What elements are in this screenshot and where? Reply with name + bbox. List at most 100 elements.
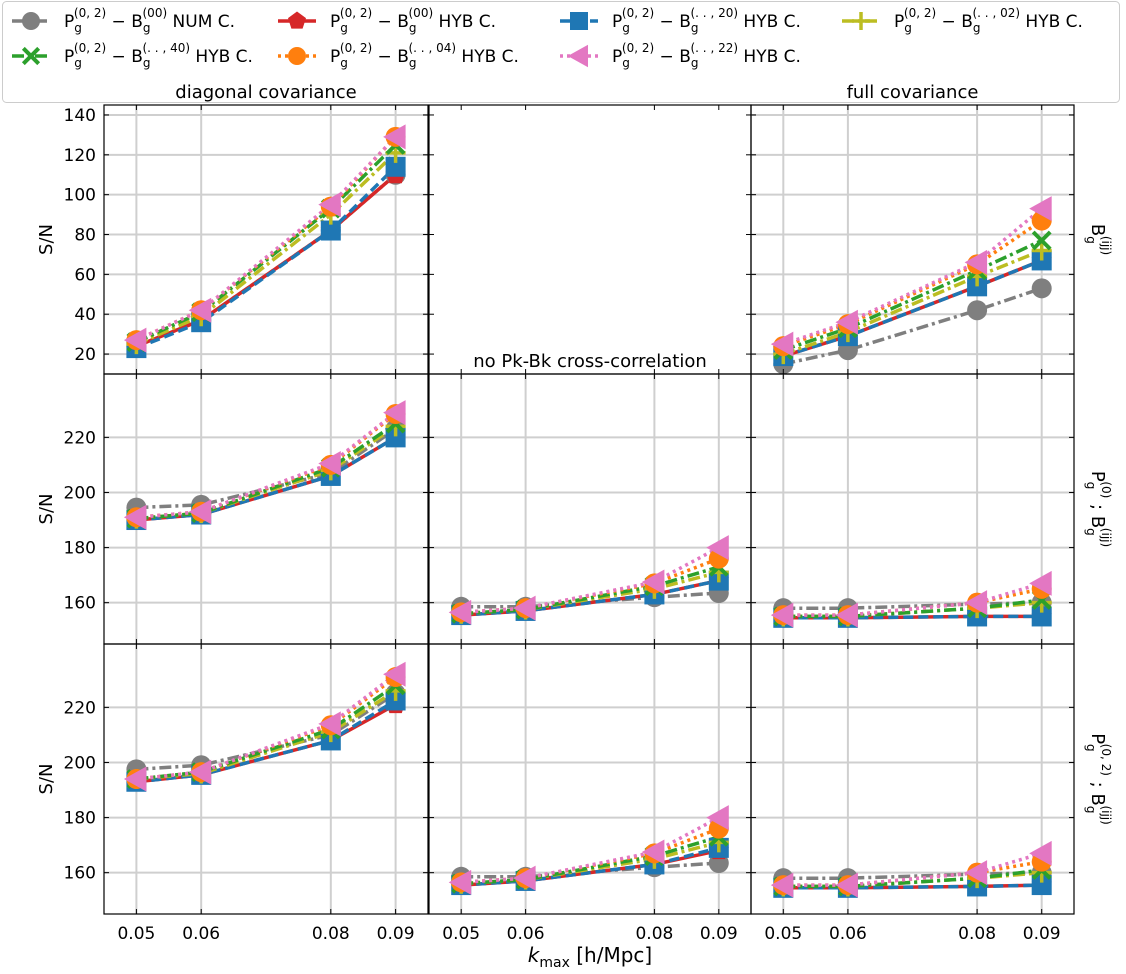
x-tick-label: 0.05 [442,924,480,944]
y-tick-label: 220 [64,428,96,448]
data-point [385,427,406,448]
legend-marker-pentagon-icon [288,11,306,29]
panel-2-1: 0.05 0.06 0.08 0.09 [428,643,752,944]
y-axis-label: S/N [36,764,57,795]
data-point [1029,840,1052,866]
legend-entry: Pg(0, 2) − Bg(00) HYB C. [278,6,496,35]
data-point [383,400,406,426]
data-point [770,872,794,898]
data-point [188,759,212,785]
x-tick-label: 0.06 [507,924,545,944]
panel-0-2: full covariance [750,82,1075,375]
series-line [782,286,1043,366]
series-line [783,581,1043,617]
series-line [461,546,720,615]
series-line [461,816,720,885]
data-point [318,711,341,737]
y-axis-label: S/N [36,494,57,525]
panel-frame [750,643,1075,915]
data-point [1031,240,1052,261]
data-point [964,249,988,275]
data-point [385,156,406,177]
series-line [461,565,720,616]
axis-labels: S/N S/N S/N kmax [h/Mpc] Bg(ijj) Pg(0) ; Bg(i… [36,224,1113,971]
panel-2-2: 0.05 0.06 0.08 0.09 [750,643,1075,944]
series-line [135,135,397,342]
series-line [461,578,720,617]
data-point [964,590,988,616]
legend-marker-plus-icon [852,12,870,30]
legend-label: Pg(0, 2) − Bg(. . , 04) HYB C. [330,41,519,70]
legend-entry: Pg(0, 2) − Bg(. . , 04) HYB C. [278,41,519,70]
data-point [318,451,341,477]
x-axis-label: kmax [h/Mpc] [528,943,652,971]
series-line [136,422,397,521]
y-tick-label: 60 [74,265,96,285]
series-line [461,840,720,886]
legend-entry: Pg(0, 2) − Bg(. . , 22) HYB C. [560,41,801,70]
y-tick-label: 200 [64,753,96,773]
y-tick-label: 220 [64,698,96,718]
data-point [383,124,406,150]
x-tick-label: 0.08 [312,924,350,944]
x-tick-label: 0.06 [829,924,867,944]
series-line [783,883,1042,890]
y-tick-label: 160 [64,594,96,614]
legend-label: Pg(0, 2) − Bg(. . , 22) HYB C. [612,41,801,70]
series-group [770,840,1052,898]
x-tick-label: 0.06 [182,924,220,944]
data-point [835,602,858,628]
series-line [782,207,1043,346]
panel-title: diagonal covariance [175,82,356,103]
series-line [783,870,1042,880]
series-line [135,173,397,348]
legend-label: Pg(0, 2) − Bg(00) NUM C. [64,6,235,35]
x-tick-label: 0.09 [1023,924,1061,944]
legend-label: Pg(0, 2) − Bg(00) HYB C. [330,6,496,35]
series-line [135,143,397,344]
x-tick-label: 0.08 [635,924,673,944]
series-line [136,699,397,784]
legend-marker-x-icon [21,46,41,66]
legend-marker-circle-icon [288,47,306,65]
legend-label: Pg(0, 2) − Bg(. . , 20) HYB C. [612,6,801,35]
series-line [782,248,1043,356]
series-line [461,835,720,886]
series-line [135,165,397,350]
data-point [123,327,147,353]
series-line [136,412,397,520]
panel-1-1: no Pk-Bk cross-correlation [428,351,752,645]
series-line [783,868,1042,889]
data-point [1029,570,1052,596]
x-tick-label: 0.08 [958,924,996,944]
panel-0-0: 20 40 60 80 100 120 140 diagonal covariance [64,82,429,375]
series-line [135,135,397,342]
panel-2-0: 160 180 200 220 0.05 0.06 0.08 0.09 [64,643,429,944]
data-point [1029,196,1052,222]
panel-frame [103,643,429,915]
panel-1-2 [750,373,1075,645]
legend-label: Pg(0, 2) − Bg(. . , 02) HYB C. [894,6,1083,35]
y-axis-label: S/N [36,224,57,255]
legend-entry: Pg(0, 2) − Bg(. . , 20) HYB C. [560,6,801,35]
legend-entry: Pg(0, 2) − Bg(. . , 02) HYB C. [842,6,1083,35]
data-point [123,766,147,792]
panel-title: full covariance [847,82,979,103]
y-tick-label: 20 [74,345,96,365]
y-tick-label: 100 [64,186,96,206]
y-tick-label: 40 [74,305,96,325]
data-point [320,220,341,241]
data-point [188,297,212,323]
y-tick-label: 80 [74,226,96,246]
series-line [783,600,1042,610]
series-line [783,614,1042,620]
y-tick-label: 180 [64,539,96,559]
data-point [448,599,472,625]
data-point [448,869,472,895]
data-point [641,569,665,595]
series-line [461,848,720,887]
legend-marker-square-icon [570,12,588,30]
x-tick-label: 0.05 [117,924,155,944]
panel-0-1 [428,104,752,375]
